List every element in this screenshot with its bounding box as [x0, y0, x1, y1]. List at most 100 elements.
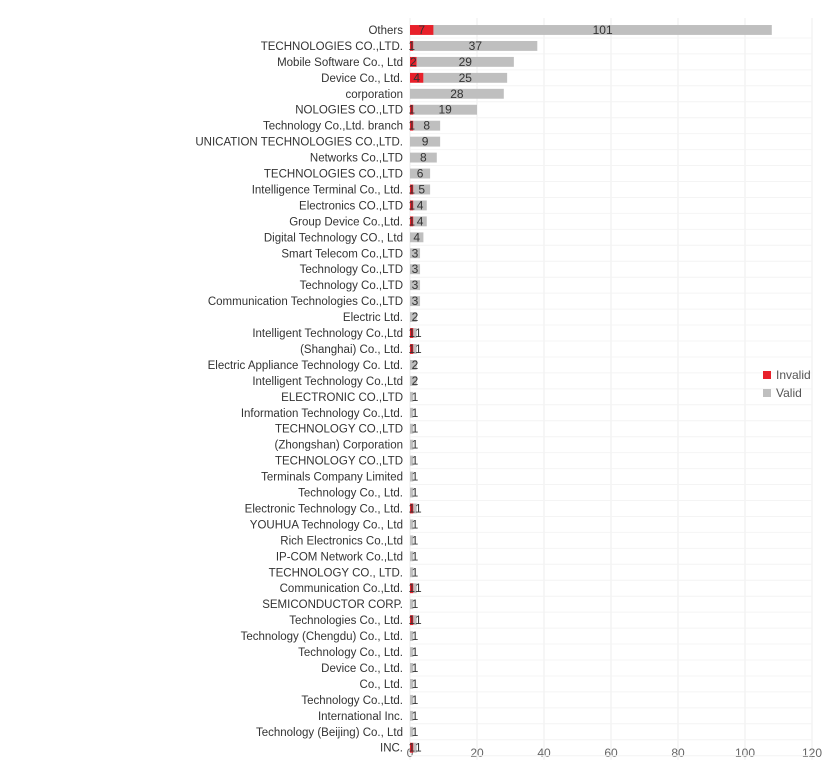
category-label: SEMICONDUCTOR CORP.	[262, 599, 403, 611]
category-label: UNICATION TECHNOLOGIES CO.,LTD.	[195, 137, 403, 149]
bar-valid	[413, 200, 427, 211]
x-tick-label: 40	[537, 746, 551, 760]
data-label-invalid: 1	[408, 613, 415, 627]
data-label-invalid: 1	[408, 326, 415, 340]
category-label: International Inc.	[318, 711, 403, 723]
bar-valid	[413, 344, 417, 354]
category-label: Electronics CO.,LTD	[299, 200, 403, 212]
data-label-invalid: 1	[408, 501, 415, 515]
category-label: TECHNOLOGY CO.,LTD	[275, 456, 403, 468]
bar-invalid	[410, 104, 414, 115]
data-label-valid: 1	[412, 533, 419, 547]
data-label-valid: 19	[438, 103, 452, 117]
data-label-valid: 8	[420, 151, 427, 165]
bar-valid	[413, 742, 417, 753]
data-label-valid: 1	[412, 406, 419, 420]
x-tick-label: 120	[802, 746, 822, 760]
bar-valid	[410, 264, 421, 275]
bar-valid	[410, 567, 414, 578]
data-label-valid: 1	[412, 517, 419, 531]
data-label-valid: 2	[412, 374, 419, 388]
bar-valid	[410, 535, 414, 546]
bar-invalid	[410, 216, 414, 227]
data-label-valid: 3	[412, 294, 419, 308]
category-label: TECHNOLOGIES CO.,LTD	[264, 169, 403, 181]
category-label: Group Device Co.,Ltd.	[289, 216, 403, 228]
data-label-valid: 4	[417, 198, 424, 212]
category-label: Electronic Technology Co., Ltd.	[245, 503, 403, 515]
bar-valid	[410, 88, 504, 99]
bar-invalid	[410, 328, 414, 338]
data-label-valid: 1	[412, 693, 419, 707]
data-label-invalid: 1	[408, 741, 415, 755]
bar-valid	[410, 663, 414, 673]
bar-valid	[410, 296, 421, 307]
category-label: Technology Co.,Ltd. branch	[263, 121, 403, 133]
category-label: Device Co., Ltd.	[321, 663, 403, 675]
legend-item-valid: Valid	[763, 386, 811, 400]
category-label: Device Co., Ltd.	[321, 73, 403, 85]
bar-valid	[413, 583, 417, 594]
category-label: Others	[368, 25, 403, 37]
category-label: Terminals Company Limited	[261, 472, 403, 484]
data-label-invalid: 1	[408, 581, 415, 595]
category-label: Intelligence Terminal Co., Ltd.	[252, 184, 403, 196]
bar-valid	[410, 248, 421, 259]
data-label-valid: 1	[415, 501, 422, 515]
bar-valid	[410, 391, 414, 402]
bar-valid	[410, 312, 417, 323]
bar-valid	[410, 678, 414, 689]
bar-valid	[416, 56, 514, 67]
data-label-valid: 2	[412, 310, 419, 324]
category-label: TECHNOLOGY CO.,LTD	[275, 424, 403, 436]
data-label-invalid: 1	[408, 342, 415, 356]
data-label-valid: 1	[412, 629, 419, 643]
category-label: Technologies Co., Ltd.	[289, 615, 403, 627]
bar-invalid	[410, 25, 434, 35]
category-label: Rich Electronics Co.,Ltd	[280, 535, 403, 547]
data-label-valid: 29	[459, 55, 473, 69]
category-label: Technology Co.,LTD	[300, 280, 403, 292]
bar-invalid	[410, 56, 417, 67]
data-label-valid: 1	[412, 390, 419, 404]
category-label: Digital Technology CO., Ltd	[264, 232, 403, 244]
data-label-valid: 1	[412, 422, 419, 436]
category-label: Co., Ltd.	[360, 679, 403, 691]
bar-valid	[410, 455, 414, 466]
data-label-invalid: 2	[410, 55, 417, 69]
bar-valid	[410, 471, 414, 482]
category-label: Intelligent Technology Co.,Ltd	[252, 376, 403, 388]
bar-valid	[410, 487, 414, 498]
data-label-valid: 25	[459, 71, 473, 85]
category-label: (Shanghai) Co., Ltd.	[300, 344, 403, 356]
data-label-valid: 8	[423, 119, 430, 133]
data-label-valid: 4	[413, 230, 420, 244]
category-label: Technology Co.,Ltd.	[301, 695, 403, 707]
legend-item-invalid: Invalid	[763, 368, 811, 382]
data-label-valid: 1	[415, 581, 422, 595]
category-label: Networks Co.,LTD	[310, 153, 403, 165]
x-tick-label: 60	[604, 746, 618, 760]
bar-invalid	[410, 742, 414, 753]
bar-valid	[410, 647, 414, 657]
category-label: Technology Co.,LTD	[300, 264, 403, 276]
data-label-valid: 5	[418, 182, 425, 196]
bar-valid	[410, 136, 441, 147]
category-label: NOLOGIES CO.,LTD	[295, 105, 403, 117]
data-label-valid: 3	[412, 262, 419, 276]
data-label-invalid: 7	[418, 23, 425, 37]
legend-label-invalid: Invalid	[776, 368, 811, 382]
category-label: Smart Telecom Co.,LTD	[281, 248, 403, 260]
data-label-valid: 1	[412, 661, 419, 675]
legend-swatch-valid	[763, 389, 771, 397]
bar-valid	[410, 359, 417, 370]
data-label-invalid: 1	[408, 39, 415, 53]
bar-valid	[413, 216, 427, 227]
bar-valid	[410, 439, 414, 450]
data-label-valid: 101	[593, 23, 613, 37]
bar-valid	[413, 184, 431, 195]
legend: Invalid Valid	[763, 368, 811, 404]
data-label-valid: 1	[412, 549, 419, 563]
category-label: Technology Co., Ltd.	[298, 647, 403, 659]
data-label-valid: 1	[415, 326, 422, 340]
